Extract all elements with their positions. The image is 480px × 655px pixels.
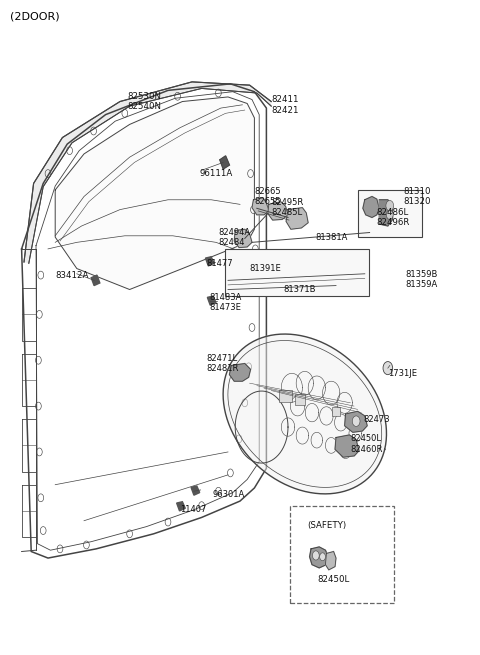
Polygon shape: [363, 196, 379, 217]
Text: 82530N
82540N: 82530N 82540N: [127, 92, 161, 111]
Text: 81391E: 81391E: [250, 264, 281, 273]
Polygon shape: [205, 257, 214, 266]
Polygon shape: [220, 156, 229, 169]
Circle shape: [383, 362, 393, 375]
Circle shape: [312, 551, 319, 560]
Circle shape: [386, 210, 393, 219]
Polygon shape: [310, 547, 329, 568]
Text: 82486L
82496R: 82486L 82496R: [377, 208, 410, 227]
Bar: [332, 407, 340, 416]
Text: 82450L: 82450L: [317, 575, 350, 584]
Text: 82494A
82484: 82494A 82484: [218, 228, 251, 248]
Circle shape: [320, 553, 325, 561]
Text: 81483A
81473E: 81483A 81473E: [210, 293, 242, 312]
Polygon shape: [229, 364, 251, 381]
Polygon shape: [24, 82, 271, 263]
Text: 82411
82421: 82411 82421: [271, 95, 299, 115]
Text: 96111A: 96111A: [199, 169, 232, 178]
Polygon shape: [207, 296, 216, 305]
Text: 82665
82655: 82665 82655: [254, 187, 281, 206]
Text: 83412A: 83412A: [55, 271, 89, 280]
Polygon shape: [325, 552, 336, 570]
Polygon shape: [177, 502, 185, 511]
Polygon shape: [268, 202, 288, 220]
Text: (SAFETY): (SAFETY): [307, 521, 347, 531]
Bar: [279, 390, 292, 402]
Polygon shape: [286, 208, 308, 229]
Bar: [225, 249, 369, 296]
Text: (2DOOR): (2DOOR): [10, 12, 59, 22]
Text: 81477: 81477: [206, 259, 233, 268]
Polygon shape: [345, 411, 367, 432]
Circle shape: [386, 200, 394, 211]
Text: 96301A: 96301A: [212, 490, 244, 499]
Text: 81371B: 81371B: [283, 285, 316, 294]
Text: 82495R
82485L: 82495R 82485L: [271, 198, 303, 217]
Text: 11407: 11407: [180, 505, 206, 514]
Text: 1731JE: 1731JE: [388, 369, 417, 378]
Polygon shape: [191, 486, 200, 495]
Text: 82473: 82473: [364, 415, 390, 424]
Polygon shape: [234, 229, 252, 248]
Text: 82471L
82481R: 82471L 82481R: [206, 354, 239, 373]
Bar: [358, 190, 422, 237]
Polygon shape: [55, 97, 254, 290]
Text: 82450L
82460R: 82450L 82460R: [350, 434, 383, 454]
Polygon shape: [379, 200, 393, 226]
Text: 81310
81320: 81310 81320: [403, 187, 431, 206]
Polygon shape: [252, 198, 269, 215]
Polygon shape: [91, 275, 100, 286]
Text: 81359B
81359A: 81359B 81359A: [406, 270, 438, 290]
Text: 81381A: 81381A: [316, 233, 348, 242]
Bar: [290, 506, 394, 603]
Circle shape: [352, 416, 360, 426]
Bar: [347, 417, 354, 424]
Bar: [295, 394, 305, 405]
Polygon shape: [223, 334, 386, 494]
Polygon shape: [335, 435, 359, 457]
